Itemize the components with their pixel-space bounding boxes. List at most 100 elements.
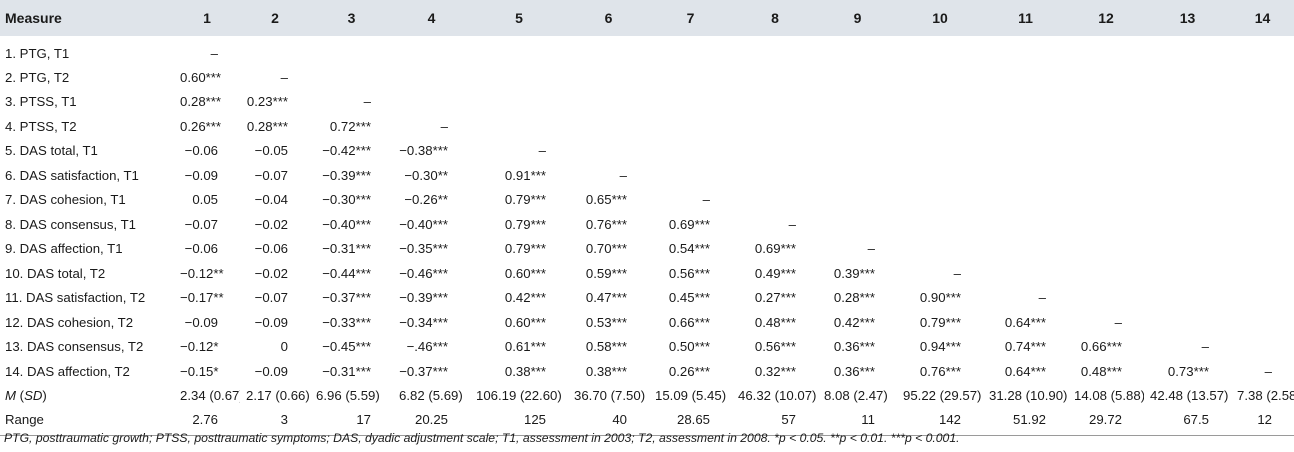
- table-cell: −0.37***: [322, 290, 371, 306]
- table-cell: [1068, 261, 1144, 286]
- row-label: 8. DAS consensus, T1: [5, 216, 136, 232]
- table-cell: [983, 163, 1068, 188]
- table-cell: 0.54***: [668, 241, 710, 257]
- table-cell: [393, 65, 470, 90]
- table-cell: 0.66***: [668, 314, 710, 330]
- table-cell: −0.02: [254, 216, 288, 232]
- table-cell: −0.26**: [404, 192, 448, 208]
- table-cell: [1231, 237, 1294, 262]
- table-cell: [897, 36, 983, 65]
- table-cell: 2.34 (0.67): [180, 388, 240, 404]
- table-cell: [1231, 65, 1294, 90]
- table-cell: –: [1264, 363, 1272, 379]
- column-header-9: 9: [853, 10, 862, 26]
- column-header-1: 1: [203, 10, 211, 26]
- table-cell: 11: [861, 412, 875, 427]
- table-cell: 0.74***: [1004, 339, 1046, 355]
- table-cell: 0.36***: [833, 363, 875, 379]
- table-cell: 0.50***: [668, 339, 710, 355]
- table-cell: [983, 139, 1068, 164]
- table-cell: [1144, 90, 1231, 115]
- table-row: 11. DAS satisfaction, T2 −0.17** −0.07 −0.3…: [0, 286, 1294, 311]
- column-header-6: 6: [604, 10, 613, 26]
- table-cell: −0.45***: [322, 339, 371, 355]
- table-cell: [1231, 310, 1294, 335]
- table-row: 2. PTG, T2 0.60*** –: [0, 65, 1294, 90]
- table-cell: 0.90***: [919, 290, 961, 306]
- table-cell: [732, 163, 818, 188]
- table-cell: −0.40***: [399, 216, 448, 232]
- table-cell: 8.08 (2.47): [824, 388, 888, 404]
- table-cell: 0.60***: [504, 314, 546, 330]
- table-cell: [1068, 36, 1144, 65]
- table-cell: −0.34***: [399, 314, 448, 330]
- table-cell: 2.76: [192, 412, 218, 427]
- table-cell: −0.15*: [180, 363, 219, 379]
- table-cell: –: [210, 46, 218, 61]
- table-cell: −0.07: [184, 216, 218, 232]
- table-cell: [732, 90, 818, 115]
- table-cell: [649, 36, 732, 65]
- table-row: 3. PTSS, T1 0.28*** 0.23*** –: [0, 90, 1294, 115]
- table-body: 1. PTG, T1–2. PTG, T2 0.60*** –3. PTSS, T1…: [0, 36, 1294, 436]
- column-header-7: 7: [686, 10, 695, 26]
- table-cell: −0.42***: [322, 143, 371, 159]
- table-cell: 0.65***: [585, 192, 627, 208]
- table-cell: 7.38 (2.58): [1237, 388, 1294, 404]
- table-cell: [1068, 163, 1144, 188]
- table-cell: −.46***: [406, 339, 448, 355]
- row-label: 12. DAS cohesion, T2: [5, 314, 134, 330]
- table-cell: 0.48***: [754, 314, 796, 330]
- table-cell: [1231, 212, 1294, 237]
- table-row: 4. PTSS, T2 0.26*** 0.28*** 0.72*** –: [0, 114, 1294, 139]
- table-cell: −0.30***: [322, 192, 371, 208]
- table-cell: [897, 237, 983, 262]
- table-cell: 0.60***: [180, 69, 222, 85]
- row-label: 3. PTSS, T1: [5, 94, 77, 110]
- table-cell: −0.39***: [399, 290, 448, 306]
- table-cell: 0.23***: [246, 94, 288, 110]
- table-cell: [1068, 286, 1144, 311]
- table-cell: −0.12*: [180, 339, 219, 355]
- row-label: 2. PTG, T2: [5, 69, 70, 85]
- table-cell: [1144, 163, 1231, 188]
- table-cell: 0.66***: [1080, 339, 1122, 355]
- column-header-5: 5: [515, 10, 523, 26]
- table-cell: 0.27***: [754, 290, 796, 306]
- table-cell: 46.32 (10.07): [738, 388, 817, 404]
- table-cell: 0.79***: [504, 192, 546, 208]
- table-cell: [897, 90, 983, 115]
- table-cell: [1231, 188, 1294, 213]
- table-cell: [1144, 286, 1231, 311]
- table-cell: −0.17**: [180, 290, 224, 306]
- table-cell: 95.22 (29.57): [903, 388, 982, 404]
- row-label: 5. DAS total, T1: [5, 143, 98, 159]
- table-cell: [1144, 114, 1231, 139]
- table-cell: [1068, 188, 1144, 213]
- table-cell: [983, 36, 1068, 65]
- table-cell: [1144, 188, 1231, 213]
- table-cell: 0.91***: [504, 167, 546, 183]
- table-cell: [983, 188, 1068, 213]
- table-cell: 0.05: [192, 192, 218, 208]
- table-cell: −0.06: [184, 143, 218, 159]
- table-cell: 0.58***: [585, 339, 627, 355]
- table-cell: [470, 65, 568, 90]
- table-cell: 0.94***: [919, 339, 961, 355]
- table-cell: [1144, 310, 1231, 335]
- table-cell: 51.92: [1012, 412, 1046, 427]
- table-cell: 0.72***: [329, 118, 371, 134]
- table-cell: 0.61***: [504, 339, 546, 355]
- row-label: Range: [5, 412, 44, 427]
- table-cell: 0.59***: [585, 265, 627, 281]
- table-cell: [1144, 36, 1231, 65]
- table-cell: [470, 90, 568, 115]
- table-cell: [732, 139, 818, 164]
- table-cell: [1068, 139, 1144, 164]
- table-cell: 0.64***: [1004, 314, 1046, 330]
- column-header-8: 8: [771, 10, 779, 26]
- table-cell: –: [867, 241, 875, 257]
- column-header-11: 11: [1018, 10, 1033, 26]
- table-cell: 0.53***: [585, 314, 627, 330]
- table-row: 10. DAS total, T2 −0.12** −0.02 −0.44*** −0.…: [0, 261, 1294, 286]
